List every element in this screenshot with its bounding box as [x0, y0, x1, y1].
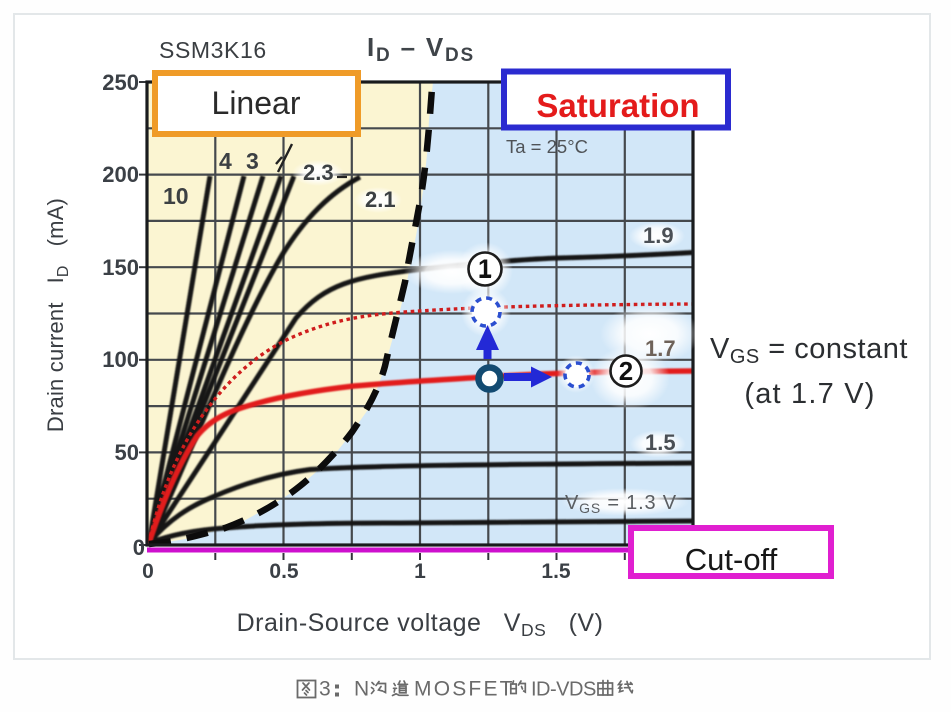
svg-text:(at 1.7 V): (at 1.7 V): [744, 378, 875, 410]
svg-text:SSM3K16: SSM3K16: [159, 37, 267, 63]
svg-text:100: 100: [102, 347, 139, 372]
svg-text:2: 2: [619, 356, 633, 386]
svg-text:3: 3: [246, 148, 259, 174]
svg-text:Drain current ID (mA): Drain current ID (mA): [43, 198, 72, 432]
svg-text:N: N: [354, 678, 369, 701]
svg-text:Ta = 25°C: Ta = 25°C: [506, 136, 588, 157]
svg-text:1.9: 1.9: [643, 223, 674, 248]
svg-text:MOSFET: MOSFET: [414, 678, 515, 701]
svg-text:0.5: 0.5: [269, 560, 299, 583]
svg-text:0: 0: [142, 560, 154, 583]
svg-text:1.5: 1.5: [645, 430, 676, 455]
svg-text:ID-VDS: ID-VDS: [531, 679, 596, 701]
svg-text:1: 1: [414, 560, 426, 583]
svg-text:200: 200: [102, 162, 139, 187]
svg-text:10: 10: [163, 183, 189, 209]
svg-text:3: 3: [319, 678, 331, 701]
svg-text:150: 150: [102, 255, 139, 280]
svg-text:1.5: 1.5: [541, 560, 571, 583]
svg-text:4: 4: [219, 148, 232, 174]
svg-text:1.7: 1.7: [645, 336, 676, 361]
svg-text:Drain-Source voltage VDS (: Drain-Source voltage VDS (V): [237, 609, 604, 640]
svg-text:2.1: 2.1: [365, 187, 396, 212]
svg-text:2.3: 2.3: [303, 160, 334, 185]
svg-text:Linear: Linear: [212, 85, 301, 121]
svg-text:0: 0: [133, 535, 145, 560]
svg-text:250: 250: [102, 70, 139, 95]
svg-text:50: 50: [115, 440, 139, 465]
svg-text:Cut-off: Cut-off: [685, 542, 778, 577]
svg-text:1: 1: [478, 255, 492, 283]
svg-text:Saturation: Saturation: [536, 87, 699, 124]
